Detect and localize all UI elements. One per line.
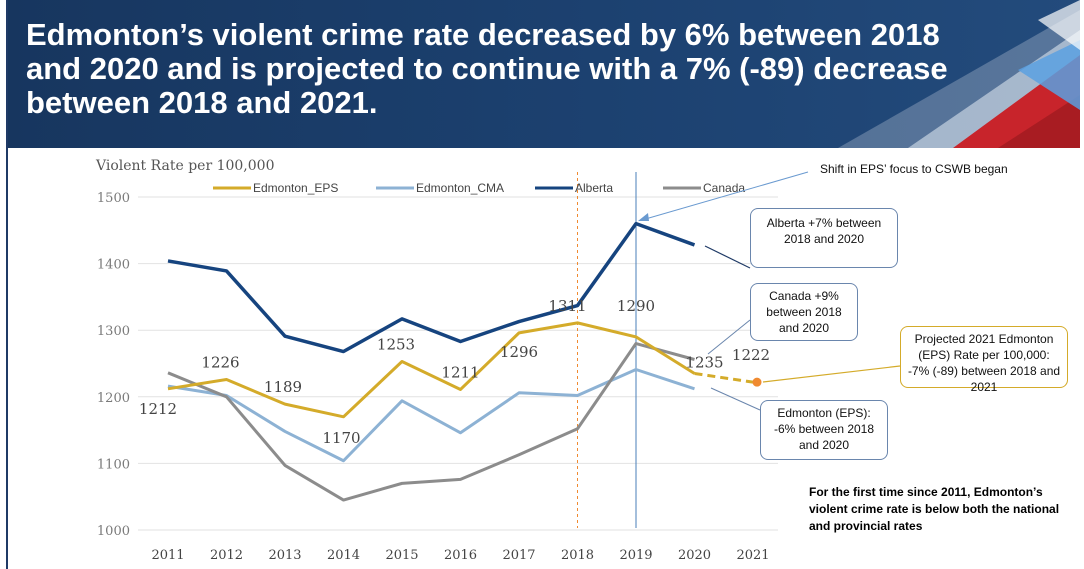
canada-callout-connector bbox=[707, 319, 751, 355]
legend-label-Canada: Canada bbox=[703, 181, 745, 195]
shift-annotation-arrow bbox=[641, 171, 809, 221]
x-tick-label: 2011 bbox=[151, 548, 184, 563]
shift-arrowhead bbox=[638, 213, 649, 221]
y-axis-title: Violent Rate per 100,000 bbox=[95, 158, 274, 174]
eps-callout-connector bbox=[710, 387, 761, 411]
projected-callout-connector bbox=[762, 365, 901, 383]
series-line-Canada bbox=[167, 342, 695, 502]
x-tick-label: 2012 bbox=[210, 548, 243, 563]
x-tick-label: 2013 bbox=[268, 548, 301, 563]
violent-crime-line-chart: 1000 1100 1200 1300 1400 1500 2011 2012 2013 2014… bbox=[95, 158, 1008, 563]
edmonton-eps-callout: Edmonton (EPS): -6% between 2018 and 202… bbox=[760, 400, 888, 460]
banner-title: Edmonton’s violent crime rate decreased … bbox=[26, 17, 948, 120]
projection-marker bbox=[752, 377, 762, 387]
x-tick-label: 2017 bbox=[502, 548, 535, 563]
title-banner: Edmonton’s violent crime rate decreased … bbox=[8, 0, 1080, 148]
eps-data-label: 1226 bbox=[201, 353, 239, 371]
y-tick-label: 1300 bbox=[97, 324, 130, 339]
slide-frame: Edmonton’s violent crime rate decreased … bbox=[6, 0, 1080, 569]
projected-2021-callout: Projected 2021 Edmonton (EPS) Rate per 1… bbox=[900, 326, 1068, 394]
footnote: For the first time since 2011, Edmonton’… bbox=[809, 485, 1060, 533]
x-tick-label: 2014 bbox=[327, 548, 360, 563]
x-tick-label: 2021 bbox=[736, 548, 769, 563]
eps-data-label: 1253 bbox=[377, 336, 415, 354]
x-tick-label: 2018 bbox=[561, 548, 594, 563]
y-tick-label: 1000 bbox=[97, 524, 130, 539]
canada-callout: Canada +9% between 2018 and 2020 bbox=[750, 283, 858, 341]
shift-annotation-label: Shift in EPS’ focus to CSWB began bbox=[820, 162, 1008, 176]
eps-data-label: 1212 bbox=[139, 400, 177, 418]
legend-label-Edmonton_CMA: Edmonton_CMA bbox=[416, 181, 504, 195]
projection-data-label: 1222 bbox=[732, 346, 770, 364]
alberta-callout: Alberta +7% between 2018 and 2020 bbox=[750, 208, 898, 268]
banner-decoration bbox=[838, 0, 1080, 148]
projection-line bbox=[694, 372, 754, 384]
eps-data-label: 1211 bbox=[441, 363, 479, 381]
y-tick-label: 1100 bbox=[97, 457, 130, 472]
x-tick-label: 2020 bbox=[678, 548, 711, 563]
eps-data-label: 1189 bbox=[264, 378, 302, 396]
alberta-callout-connector bbox=[704, 245, 751, 269]
eps-data-label: 1170 bbox=[322, 429, 360, 447]
eps-data-label: 1311 bbox=[548, 297, 586, 315]
legend-label-Alberta: Alberta bbox=[575, 181, 613, 195]
x-tick-label: 2016 bbox=[444, 548, 477, 563]
eps-data-label: 1290 bbox=[617, 297, 655, 315]
legend-label-Edmonton_EPS: Edmonton_EPS bbox=[253, 181, 338, 195]
eps-data-label: 1296 bbox=[500, 343, 538, 361]
eps-data-label: 1235 bbox=[685, 353, 723, 371]
series-line-Edmonton_CMA bbox=[167, 367, 695, 463]
x-tick-label: 2019 bbox=[619, 548, 652, 563]
series-line-Alberta bbox=[167, 221, 696, 354]
y-tick-label: 1200 bbox=[97, 391, 130, 406]
y-tick-label: 1500 bbox=[97, 191, 130, 206]
x-tick-label: 2015 bbox=[385, 548, 418, 563]
series-line-Edmonton_EPS bbox=[167, 321, 696, 419]
y-tick-label: 1400 bbox=[97, 258, 130, 273]
